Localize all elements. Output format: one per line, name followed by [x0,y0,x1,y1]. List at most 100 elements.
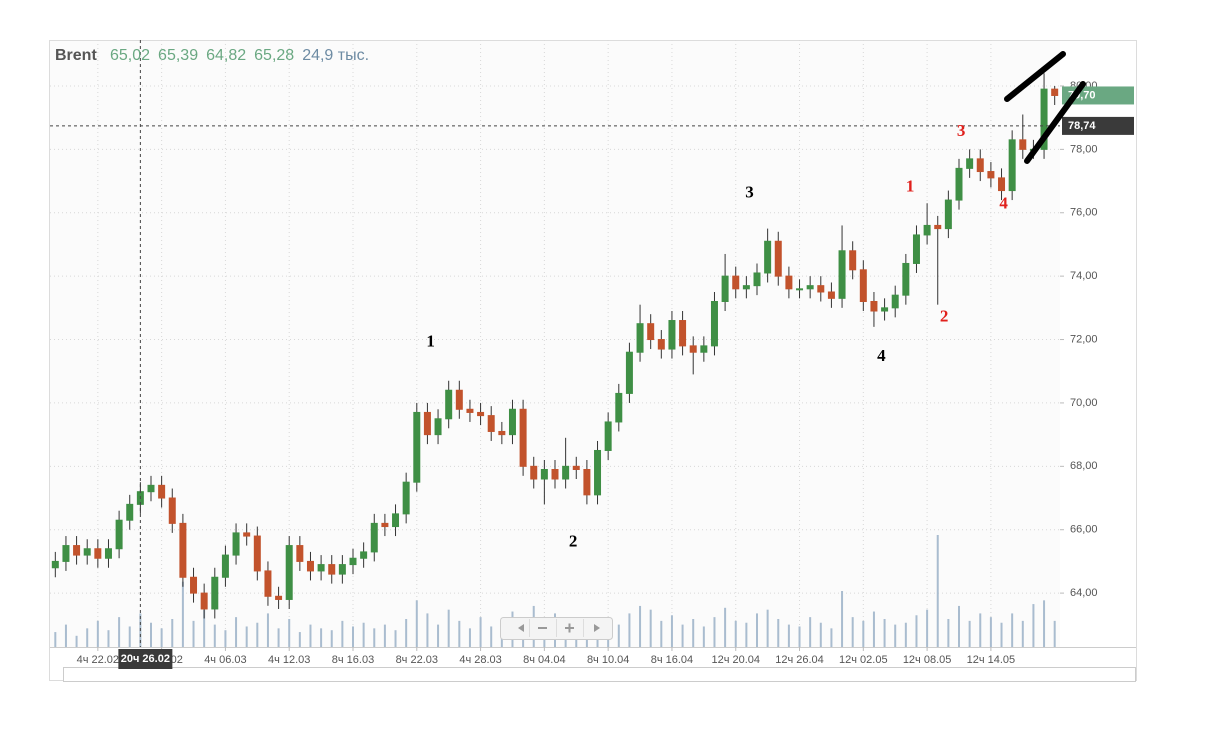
volume-bar [468,628,471,647]
volume-bar [628,613,631,647]
volume-bar [872,611,875,647]
volume-bar [851,617,854,647]
candle-body [689,345,697,353]
candle-body [83,548,91,556]
candle-body [498,430,506,436]
candle-body [477,411,485,417]
candle-body [392,513,400,528]
candle-body [849,250,857,271]
symbol: Brent [55,47,97,64]
x-tick-label: 4ч 12.03 [268,654,310,666]
candle-body [710,301,718,347]
candle-body [487,415,495,432]
candle-body [870,301,878,312]
crosshair-price-box [1062,116,1134,135]
wave-label: 4 [877,346,886,365]
volume-bar [405,619,408,647]
volume-bar [713,617,716,647]
y-tick-label: 66,00 [1070,524,1098,536]
volume-bar [362,622,365,647]
volume-bar [64,624,67,647]
candle-body [360,551,368,559]
candle-body [998,177,1006,192]
volume-bar [936,535,939,647]
volume-bar [915,615,918,647]
candle-body [859,269,867,303]
volume-bar [989,617,992,647]
candle-body [264,570,272,597]
candle-body [62,545,70,562]
volume-bar [330,630,333,647]
volume-bar [107,630,110,647]
candle-body [721,275,729,303]
candle-body [232,532,240,556]
candle-body [402,481,410,515]
candle-body [413,411,421,483]
candle-body [434,418,442,436]
candle-body [317,564,325,572]
candle-body [817,285,825,293]
candle-body [732,275,740,290]
volume-bar [213,624,216,647]
x-tick-label: 8ч 10.04 [587,654,629,666]
wave-label: 4 [999,194,1008,213]
zoom-controls[interactable] [500,617,613,640]
candle-body [881,307,889,312]
candle-body [615,392,623,423]
y-tick-label: 76,00 [1070,207,1098,219]
candle-body [147,484,155,493]
x-tick-label: 8ч 22.03 [396,654,438,666]
volume-bar [968,620,971,647]
volume-bar [724,607,727,647]
x-tick-label: 12ч 08.05 [903,654,952,666]
candle-body [1008,139,1016,192]
volume-bar [947,619,950,647]
candle-body [211,576,219,610]
candle-body [1051,88,1059,96]
candle-body [466,408,474,413]
x-tick-label: 8ч 16.04 [651,654,693,666]
volume-bar [75,635,78,647]
volume-bar [266,613,269,647]
volume-bar [309,624,312,647]
volume-bar [447,609,450,647]
candle-body [126,503,134,521]
candle-body [934,224,942,230]
candle-body [796,288,804,291]
scroll-right-button[interactable] [594,624,600,632]
volume-bar [235,617,238,647]
zoom-in-button[interactable] [565,623,574,633]
x-tick-label: 4ч 28.03 [459,654,501,666]
plot: 64,00 66,00 68,00 70,00 72,00 74,00 76,00 78,00… [50,40,1098,666]
volume-bar [660,620,663,647]
candle-body [306,560,314,572]
candle-body [349,557,357,566]
volume-bar [1011,613,1014,647]
volume-bar [1000,622,1003,647]
scroll-left-button[interactable] [518,624,524,632]
candle-body [891,294,899,309]
volume-readout: 24,9 тыс. [302,47,369,64]
candle-body [902,262,910,296]
candle-body [1040,88,1048,150]
candle-body [296,545,304,562]
volume-bar [617,624,620,647]
candle-body [668,320,676,350]
volume-bar [819,622,822,647]
candle-body [285,545,293,600]
x-tick-label: 4ч 06.03 [204,654,246,666]
volume-bar [681,624,684,647]
candle-body [753,272,761,287]
volume-bar [756,613,758,647]
candle-body [221,554,229,578]
volume-bar [171,619,174,647]
volume-bar [394,630,397,647]
candle-body [604,421,612,451]
candle-body [275,595,283,600]
volume-bar [862,620,865,647]
candle-body [562,465,570,480]
volume-bar [1043,600,1046,647]
y-tick-label: 68,00 [1070,460,1098,472]
wave-label: 1 [906,176,915,195]
volume-bar [787,624,790,647]
